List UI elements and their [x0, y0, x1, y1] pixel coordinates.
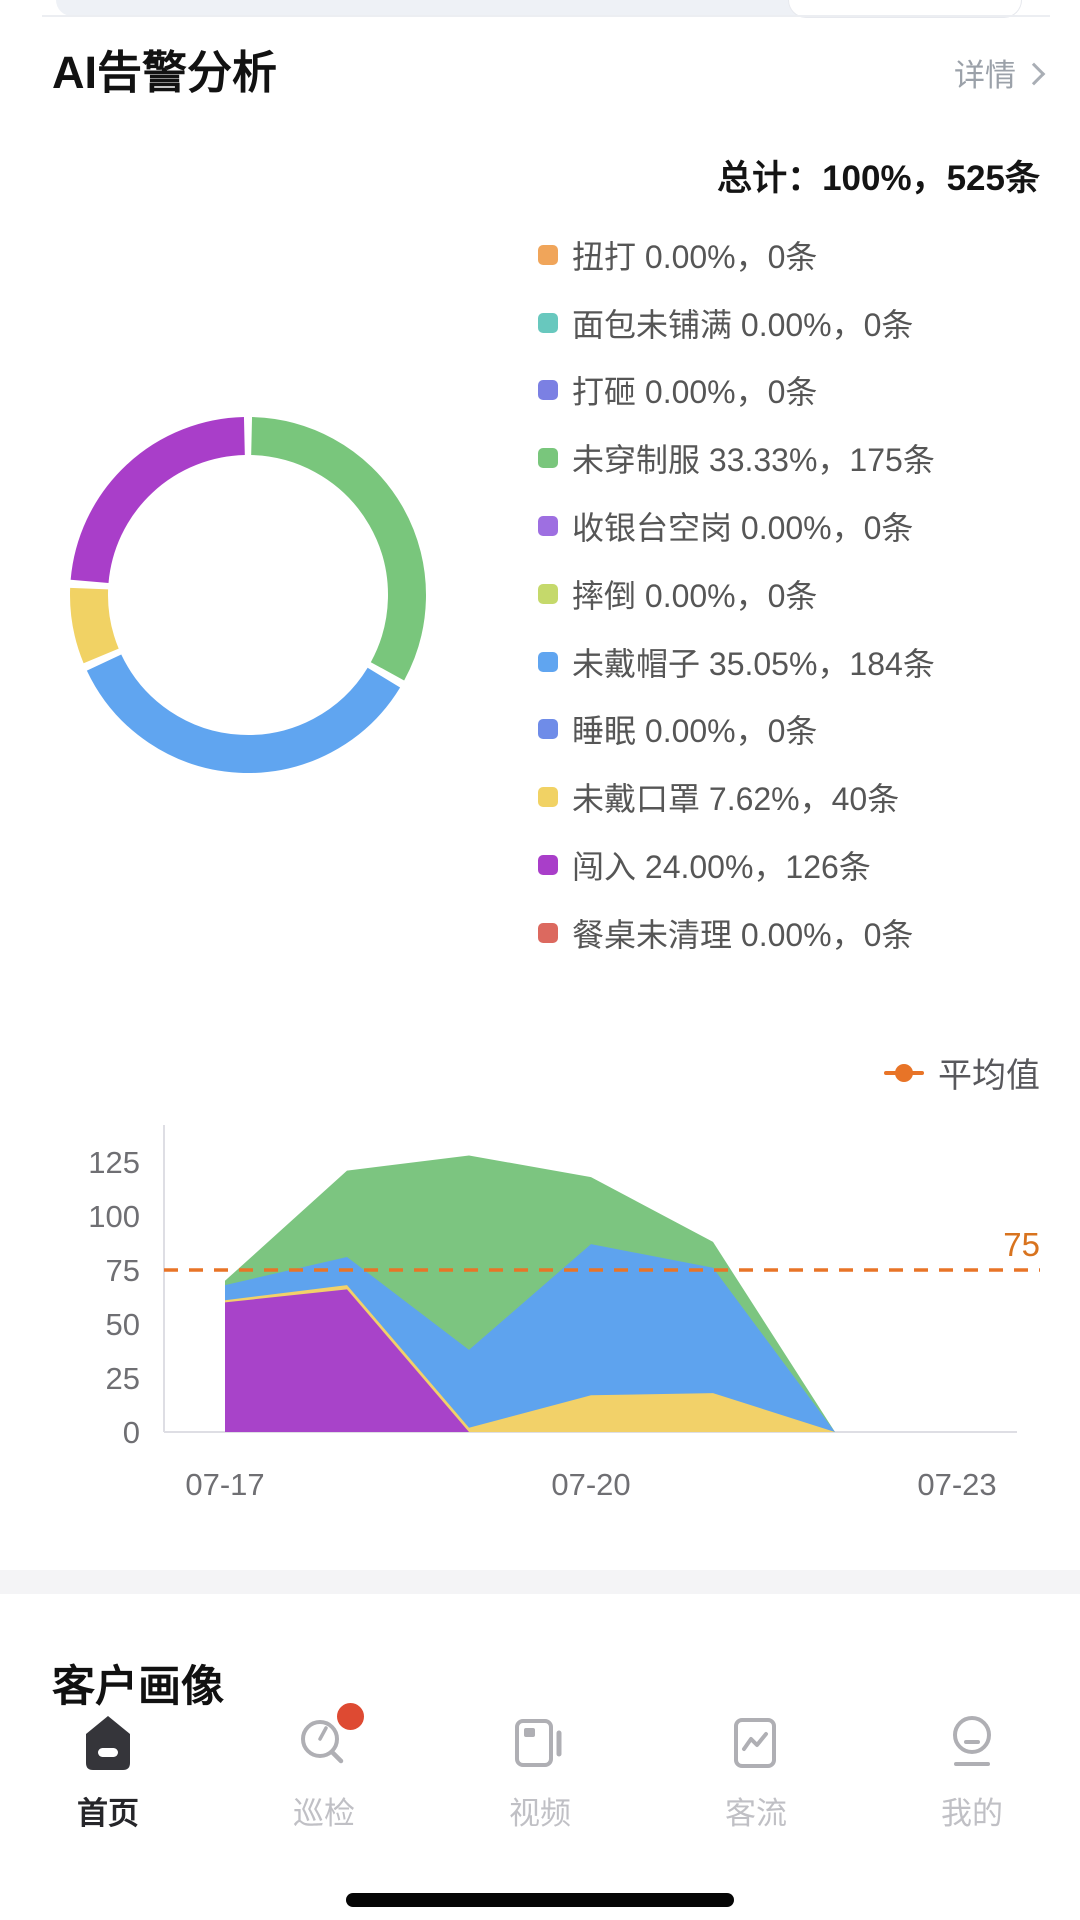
y-axis-tick-label: 75 [106, 1253, 140, 1288]
top-divider-line [42, 15, 1050, 17]
donut-slice-闯入[interactable] [70, 417, 246, 584]
tab-footfall[interactable]: 客流 [648, 1710, 864, 1833]
video-icon [510, 1710, 570, 1772]
x-axis-tick-label: 07-20 [551, 1467, 630, 1502]
legend-item-9[interactable]: 闯入 24.00%，126条 [538, 831, 935, 899]
y-axis-tick-label: 50 [106, 1307, 140, 1342]
donut-slice-未戴口罩[interactable] [70, 587, 119, 664]
legend-label: 面包未铺满 0.00%，0条 [572, 306, 914, 343]
legend-item-1[interactable]: 面包未铺满 0.00%，0条 [538, 289, 935, 357]
legend-label: 餐桌未清理 0.00%，0条 [572, 916, 914, 953]
legend-swatch [538, 719, 558, 740]
legend-label: 未穿制服 33.33%，175条 [572, 442, 935, 479]
legend-label: 摔倒 0.00%，0条 [572, 577, 818, 614]
tab-patrol[interactable]: 巡检 [216, 1700, 432, 1833]
notification-badge [334, 1700, 367, 1733]
legend-label: 睡眠 0.00%，0条 [572, 713, 818, 750]
legend-label: 未戴帽子 35.05%，184条 [572, 645, 935, 682]
legend-item-10[interactable]: 餐桌未清理 0.00%，0条 [538, 899, 935, 967]
tab-video[interactable]: 视频 [432, 1710, 648, 1833]
home-icon [81, 1710, 135, 1772]
tab-label: 视频 [509, 1796, 571, 1831]
x-axis-tick-label: 07-23 [917, 1467, 996, 1502]
portrait-section-title: 客户画像 [52, 1663, 224, 1711]
average-line-icon [884, 1063, 924, 1082]
average-value-label: 75 [1003, 1226, 1040, 1263]
tab-bar: 首页 巡检 视频 [0, 1700, 1080, 1833]
legend-item-5[interactable]: 摔倒 0.00%，0条 [538, 560, 935, 628]
tab-label: 首页 [77, 1796, 139, 1831]
alarm-trend-chart[interactable]: 0 25 50 75 100 125 07-17 07-20 07-23 75 [0, 1100, 1080, 1530]
tab-label: 我的 [941, 1796, 1003, 1831]
legend-label: 打砸 0.00%，0条 [572, 374, 818, 411]
legend-swatch [538, 651, 558, 672]
tab-label: 巡检 [293, 1796, 355, 1831]
tab-profile[interactable]: 我的 [864, 1710, 1080, 1833]
legend-swatch [538, 380, 558, 401]
x-axis-tick-label: 07-17 [185, 1467, 264, 1502]
top-remnant-strip [56, 0, 1022, 16]
legend-swatch [538, 922, 558, 943]
average-legend[interactable]: 平均值 [884, 1048, 1040, 1097]
legend-swatch [538, 855, 558, 876]
average-legend-label: 平均值 [938, 1057, 1040, 1095]
area-series-闯入[interactable] [225, 1289, 957, 1432]
y-axis-tick-label: 0 [123, 1415, 140, 1450]
detail-link[interactable]: 详情 [954, 50, 1046, 95]
legend-item-4[interactable]: 收银台空岗 0.00%，0条 [538, 492, 935, 560]
alarm-legend-list: 扭打 0.00%，0条面包未铺满 0.00%，0条 打砸 0.00%，0条未穿制服… [538, 221, 935, 967]
footfall-chart-icon [728, 1710, 784, 1772]
y-axis-tick-label: 25 [106, 1361, 140, 1396]
legend-label: 扭打 0.00%，0条 [572, 238, 818, 275]
legend-item-0[interactable]: 扭打 0.00%，0条 [538, 221, 935, 289]
legend-item-8[interactable]: 未戴口罩 7.62%，40条 [538, 763, 935, 831]
legend-swatch [538, 448, 558, 469]
home-indicator[interactable] [346, 1893, 734, 1907]
detail-link-label: 详情 [954, 58, 1016, 93]
total-summary: 总计：100%，525条 [717, 159, 1040, 198]
chevron-right-icon [1022, 62, 1046, 85]
legend-label: 闯入 24.00%，126条 [572, 849, 871, 886]
donut-slice-未戴帽子[interactable] [86, 654, 401, 773]
top-remnant-bar [0, 0, 1080, 18]
patrol-search-icon [295, 1700, 367, 1772]
legend-swatch [538, 583, 558, 604]
legend-swatch [538, 312, 558, 333]
legend-swatch [538, 787, 558, 808]
tab-label: 客流 [725, 1796, 787, 1831]
legend-item-7[interactable]: 睡眠 0.00%，0条 [538, 696, 935, 764]
legend-item-2[interactable]: 打砸 0.00%，0条 [538, 357, 935, 425]
donut-slice-未穿制服[interactable] [250, 417, 426, 681]
y-axis-tick-label: 100 [88, 1199, 140, 1234]
legend-swatch [538, 244, 558, 265]
legend-swatch [538, 516, 558, 537]
y-axis-tick-label: 125 [88, 1145, 140, 1180]
page-title: AI告警分析 [52, 47, 278, 98]
legend-item-3[interactable]: 未穿制服 33.33%，175条 [538, 424, 935, 492]
legend-label: 未戴口罩 7.62%，40条 [572, 781, 900, 818]
section-divider [0, 1570, 1080, 1594]
legend-label: 收银台空岗 0.00%，0条 [572, 510, 914, 547]
profile-icon [944, 1710, 1000, 1772]
legend-item-6[interactable]: 未戴帽子 35.05%，184条 [538, 628, 935, 696]
tab-home[interactable]: 首页 [0, 1710, 216, 1833]
alarm-donut-chart[interactable] [60, 407, 436, 783]
